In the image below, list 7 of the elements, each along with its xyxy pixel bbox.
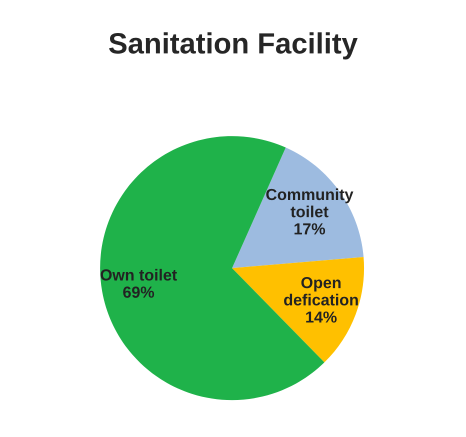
data-label: 17% xyxy=(294,223,326,235)
slice-label: Own toilet xyxy=(100,268,177,281)
slice-label: Community toilet xyxy=(266,188,354,218)
chart-title: Sanitation Facility xyxy=(109,32,358,60)
data-label: 69% xyxy=(123,286,154,298)
slice-label: Open defication xyxy=(284,276,358,306)
data-label: 14% xyxy=(306,311,337,323)
